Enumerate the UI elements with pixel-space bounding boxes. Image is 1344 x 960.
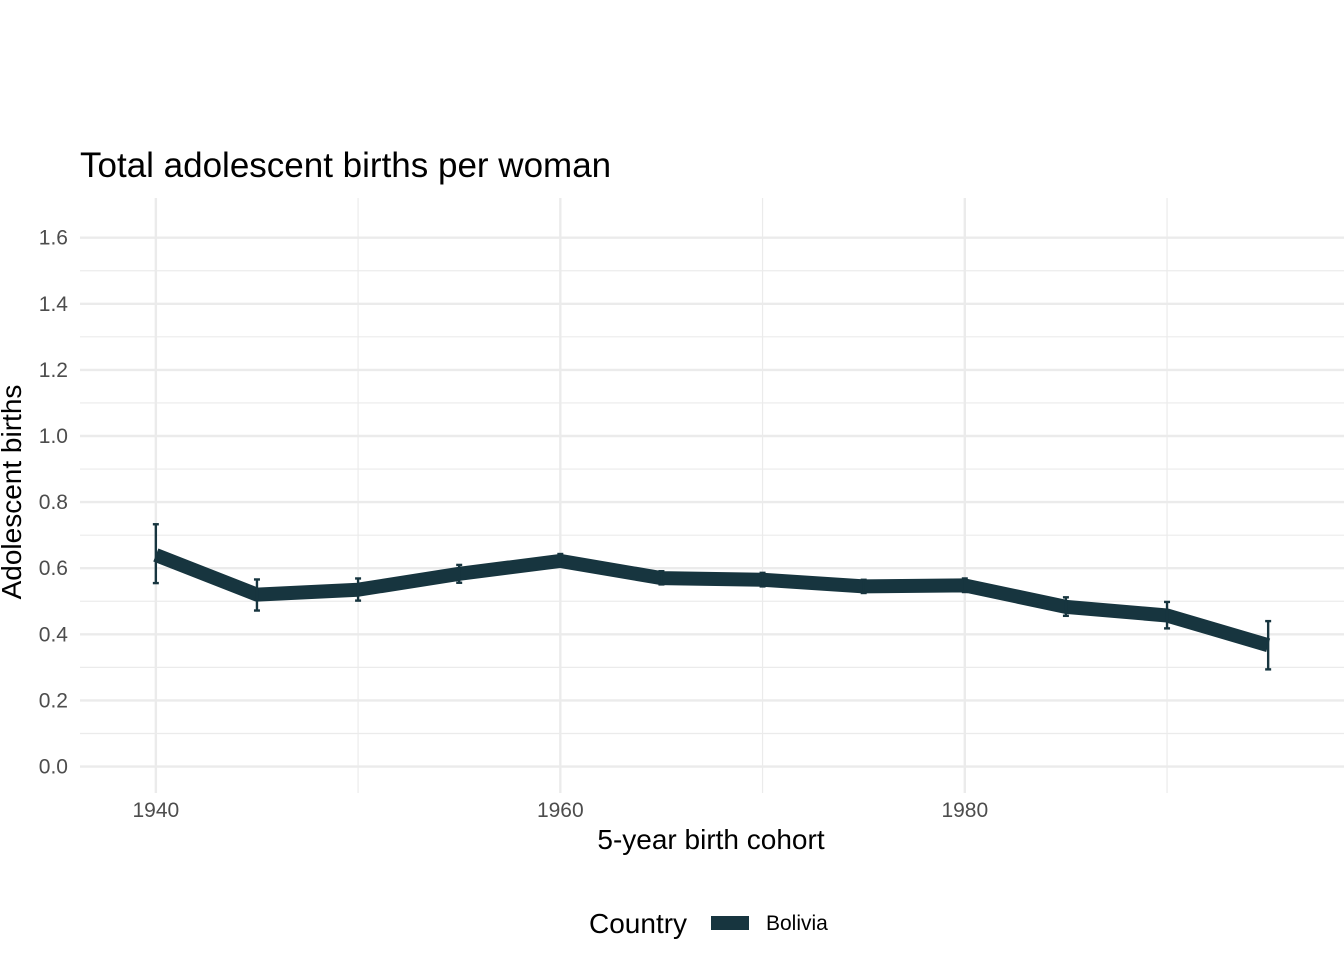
y-tick-label: 1.0 xyxy=(39,425,68,448)
error-bar xyxy=(152,523,159,585)
y-tick-label: 1.6 xyxy=(39,227,68,250)
x-axis: 1940 1960 1980 xyxy=(132,799,988,822)
error-bar xyxy=(961,577,968,594)
y-tick-label: 1.2 xyxy=(39,359,68,382)
error-bar xyxy=(456,563,463,584)
grid xyxy=(80,198,1344,793)
error-bar xyxy=(860,578,867,595)
legend-label-bolivia: Bolivia xyxy=(766,912,828,935)
x-tick-label: 1980 xyxy=(941,799,988,822)
chart-title: Total adolescent births per woman xyxy=(80,146,611,185)
y-tick-label: 0.2 xyxy=(39,689,68,712)
series-line-bolivia xyxy=(153,548,1271,652)
x-tick-label: 1960 xyxy=(537,799,584,822)
error-bar xyxy=(557,552,564,568)
error-bar xyxy=(658,569,665,586)
y-tick-label: 0.6 xyxy=(39,557,68,580)
y-axis: 0.0 0.2 0.4 0.6 0.8 1.0 1.2 1.4 1.6 xyxy=(39,227,69,779)
y-tick-label: 0.0 xyxy=(39,756,68,779)
legend-title: Country xyxy=(589,908,687,939)
x-axis-title: 5-year birth cohort xyxy=(597,824,824,855)
error-bar xyxy=(1062,596,1069,618)
error-bar xyxy=(253,578,260,612)
error-bar xyxy=(759,571,766,588)
legend: Country Bolivia xyxy=(589,908,828,939)
y-tick-label: 1.4 xyxy=(39,293,69,316)
series-layer xyxy=(152,523,1272,671)
error-bar xyxy=(355,577,362,602)
error-bar xyxy=(1265,619,1272,671)
error-bar xyxy=(1164,600,1171,630)
y-tick-label: 0.4 xyxy=(39,623,69,646)
y-tick-label: 0.8 xyxy=(39,491,68,514)
y-axis-title: Adolescent births xyxy=(0,385,27,600)
x-tick-label: 1940 xyxy=(132,799,179,822)
